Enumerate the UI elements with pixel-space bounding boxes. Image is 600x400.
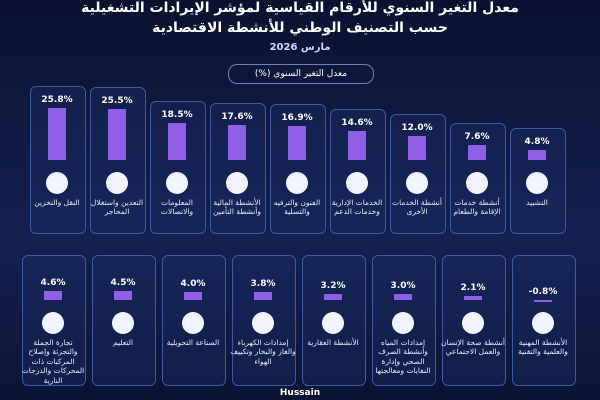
- value-label: 7.6%: [464, 131, 490, 142]
- icon: [462, 312, 484, 334]
- bar: [468, 144, 486, 160]
- category-label: أنشطة صحة الإنسان والعمل الاجتماعي: [441, 338, 505, 357]
- bar: [44, 290, 62, 300]
- icon: [182, 312, 204, 334]
- icon: [252, 312, 274, 334]
- value-label: 14.6%: [341, 117, 373, 128]
- date: مارس 2026: [269, 42, 331, 53]
- category-label: المعلومات والاتصالات: [160, 198, 194, 217]
- icon: [322, 312, 344, 334]
- card: [210, 102, 266, 234]
- icon: [106, 172, 128, 194]
- bar: [528, 150, 546, 160]
- value-label: 16.9%: [281, 113, 313, 124]
- icon: [346, 172, 368, 194]
- value-label: 17.6%: [221, 111, 253, 122]
- value-label: 3.0%: [390, 281, 416, 291]
- value-label: -0.8%: [528, 287, 558, 297]
- category-label: التعدين واستغلال المحاجر: [90, 198, 144, 217]
- icon: [166, 172, 188, 194]
- chart-subtitle: حسب التصنيف الوطني للأنشطة الاقتصادية: [152, 20, 448, 36]
- category-label: إمدادات الكهرباء والغاز والبخار وتكييف ا…: [230, 338, 296, 366]
- bar: [464, 295, 482, 300]
- bar: [48, 108, 66, 160]
- icon: [286, 172, 308, 194]
- legend: معدل التغير السنوي (%): [228, 64, 374, 84]
- bar: [184, 292, 202, 300]
- category-label: النقل والتخزين: [34, 198, 80, 207]
- value-label: 25.5%: [101, 96, 133, 106]
- category-label: الخدمات الإدارية وخدمات الدعم: [331, 198, 383, 217]
- bar: [408, 136, 426, 160]
- value-label: 4.0%: [180, 279, 206, 289]
- icon: [42, 312, 64, 334]
- bar: [254, 292, 272, 300]
- category-label: إمدادات المياه وأنشطة الصرف الصحي وإدارة…: [375, 338, 431, 376]
- value-label: 2.1%: [460, 282, 486, 293]
- category-label: أنشطة الخدمات الأخرى: [392, 198, 442, 217]
- value-label: 12.0%: [401, 123, 433, 133]
- card: [302, 255, 366, 386]
- card: [372, 255, 436, 386]
- icon: [226, 172, 248, 194]
- bar: [168, 123, 186, 160]
- icon: [526, 172, 548, 194]
- value-label: 3.8%: [250, 279, 276, 290]
- category-label: الصناعة التحويلية: [166, 338, 220, 347]
- category-label: الأنشطة المهنية والعلمية والتقنية: [518, 338, 568, 357]
- value-label: 4.6%: [40, 277, 66, 288]
- value-label: 4.8%: [524, 137, 550, 148]
- card: [270, 104, 326, 234]
- card: [330, 108, 386, 234]
- category-label: الفنون والترفيه والتسلية: [273, 198, 321, 217]
- card: [450, 122, 506, 234]
- bar: [394, 294, 412, 300]
- bar: [108, 109, 126, 160]
- chart-title: معدل التغير السنوي للأرقام القياسية لمؤش…: [81, 0, 519, 16]
- icon: [532, 312, 554, 334]
- icon: [406, 172, 428, 194]
- icon: [392, 312, 414, 334]
- category-label: التعليم: [113, 338, 133, 347]
- bar: [324, 293, 342, 300]
- icon: [46, 172, 68, 194]
- value-label: 18.5%: [161, 110, 193, 120]
- value-label: 4.5%: [110, 278, 136, 288]
- footer: Hussain: [279, 388, 321, 398]
- icon: [466, 172, 488, 194]
- bar: [348, 130, 366, 160]
- value-label: 3.2%: [320, 280, 346, 291]
- category-label: الأنشطة العقارية: [307, 338, 359, 347]
- bar: [114, 291, 132, 300]
- category-label: التشييد: [526, 198, 548, 207]
- bar: [228, 124, 246, 160]
- bar: [534, 300, 552, 302]
- value-label: 25.8%: [41, 95, 73, 106]
- category-label: تجارة الجملة والتجزئة وإصلاح المركبات ذا…: [21, 338, 85, 385]
- icon: [112, 312, 134, 334]
- category-label: الأنشطة المالية وأنشطة التأمين: [213, 198, 261, 217]
- category-label: أنشطة خدمات الإقامة والطعام: [453, 198, 501, 217]
- bar: [288, 126, 306, 160]
